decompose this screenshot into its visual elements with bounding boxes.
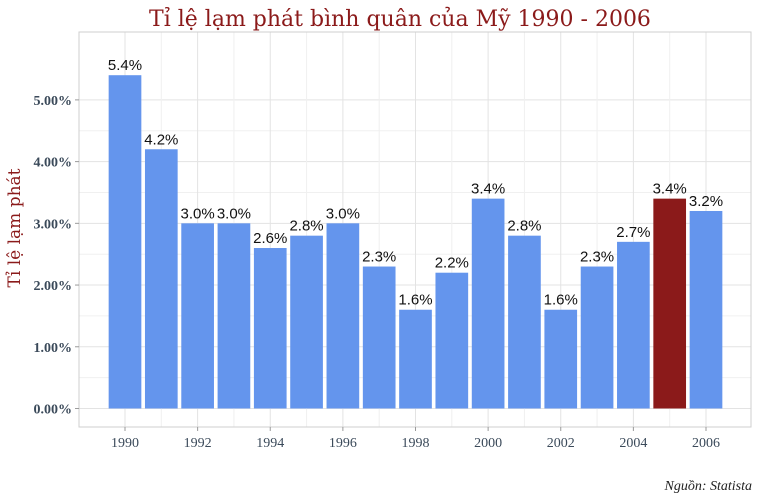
chart-title: Tỉ lệ lạm phát bình quân của Mỹ 1990 - 2… [149,6,651,32]
y-tick-label: 4.00% [34,156,73,171]
bar-1993 [217,223,251,409]
data-label-1999: 2.2% [435,255,469,272]
bar-1992 [181,223,214,409]
x-tick-label: 1994 [256,436,284,451]
bar-1995 [290,235,323,409]
x-tick-label: 2004 [619,436,647,451]
bar-1990 [108,75,142,409]
y-tick-label: 2.00% [34,279,73,294]
x-axis: 1990 1992 1994 1996 1998 2000 2002 2004 2006 [111,427,720,451]
bar-2004 [617,241,650,409]
bar-1994 [253,248,287,409]
data-label-1992: 3.0% [181,205,215,222]
y-tick-label: 3.00% [34,217,73,232]
bar-1998 [399,309,432,409]
data-label-2003: 2.3% [580,249,614,266]
y-tick-label: 1.00% [34,341,73,356]
y-tick-label: 0.00% [34,402,73,417]
data-label-1994: 2.6% [253,230,287,247]
bar-2000 [471,198,505,409]
bar-1996 [326,223,360,409]
bar-2002 [544,309,578,409]
bar-1999 [435,272,469,409]
x-tick-label: 1996 [329,436,357,451]
data-label-2001: 2.8% [507,218,541,235]
x-tick-label: 1998 [402,436,430,451]
bar-2003 [580,266,614,409]
x-tick-label: 2006 [692,436,720,451]
data-label-2000: 3.4% [471,181,505,198]
y-tick-label: 5.00% [34,94,73,109]
x-tick-label: 1990 [111,436,139,451]
source-note: Nguồn: Statista [663,479,752,494]
bars-group [108,75,723,409]
x-tick-label: 2000 [474,436,502,451]
bar-2001 [508,235,541,409]
data-label-1991: 4.2% [144,131,178,148]
bar-2005 [653,198,687,409]
x-tick-label: 1992 [184,436,212,451]
bar-1991 [144,149,178,409]
data-label-2004: 2.7% [616,224,650,241]
data-label-1996: 3.0% [326,205,360,222]
data-label-2006: 3.2% [689,193,723,210]
data-labels-group: 5.4%4.2%3.0% 3.0%2.6%2.8%3.0%2.3%1.6%2.2%… [108,57,723,309]
data-label-1997: 2.3% [362,249,396,266]
bar-2006 [689,210,723,409]
y-axis-label: Tỉ lệ lạm phát [5,168,25,287]
data-label-1993: 3.0% [217,205,251,222]
y-axis: 0.00% 1.00% 2.00% 3.00% 4.00% 5.00% [34,94,79,417]
data-label-2005: 3.4% [653,181,687,198]
data-label-1995: 2.8% [289,218,323,235]
x-tick-label: 2002 [547,436,575,451]
data-label-1998: 1.6% [398,292,432,309]
data-label-1990: 5.4% [108,57,142,74]
data-label-2002: 1.6% [544,292,578,309]
bar-1997 [362,266,396,409]
